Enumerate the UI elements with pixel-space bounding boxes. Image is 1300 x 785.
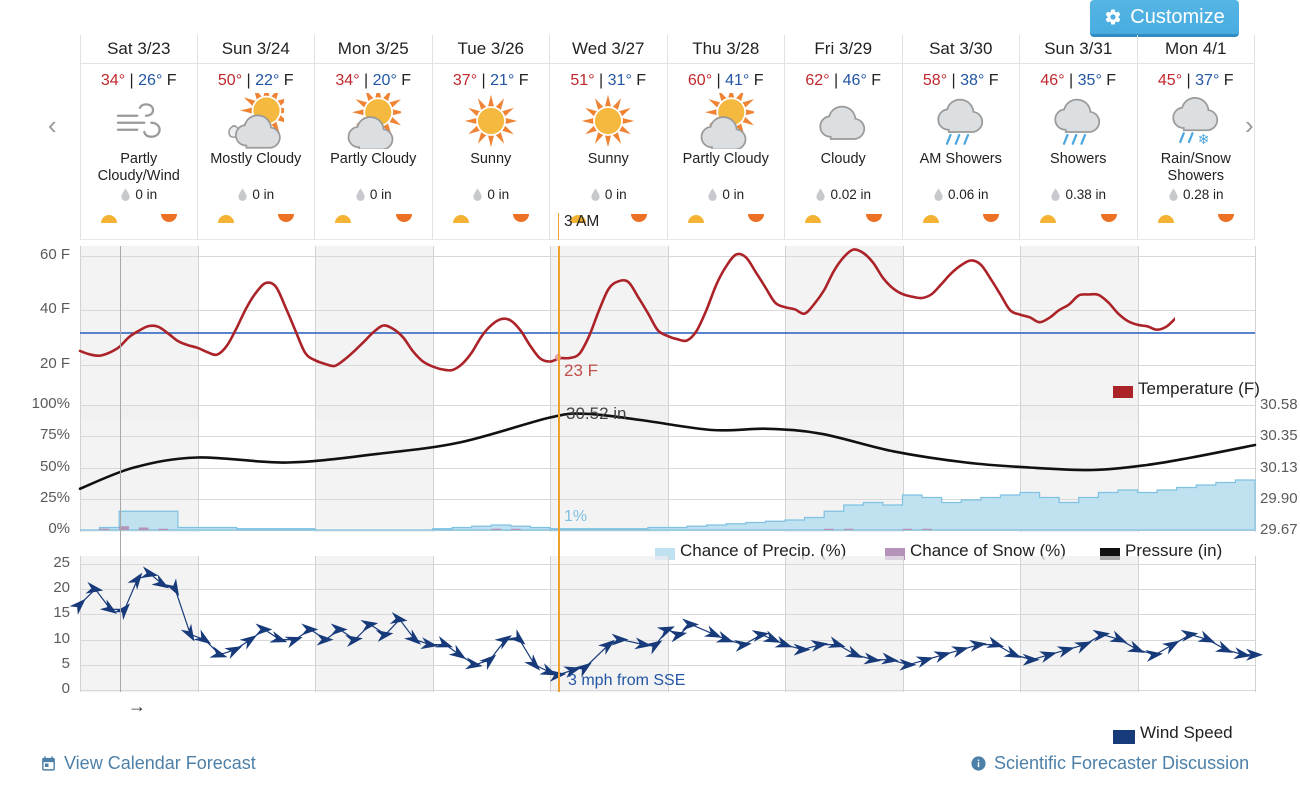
svg-text:❄: ❄ xyxy=(1198,131,1210,147)
